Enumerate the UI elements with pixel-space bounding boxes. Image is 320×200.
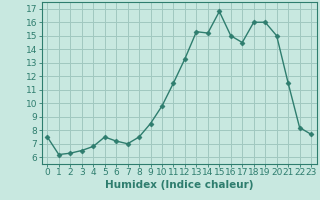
X-axis label: Humidex (Indice chaleur): Humidex (Indice chaleur) (105, 180, 253, 190)
